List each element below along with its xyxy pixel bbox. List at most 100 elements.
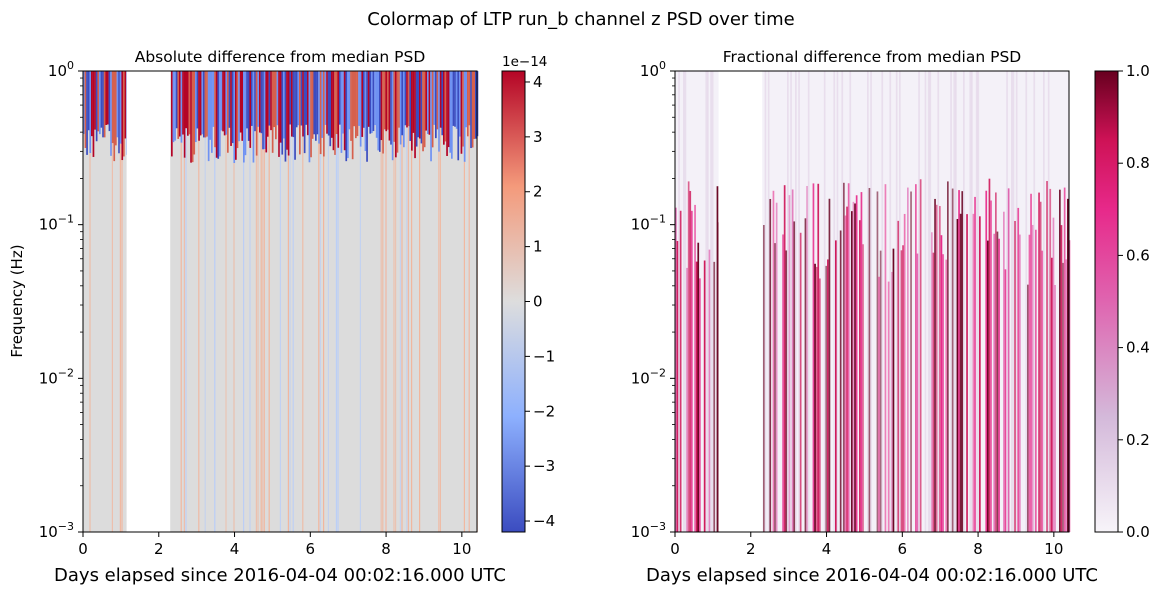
heatmap-cell xyxy=(310,71,312,158)
colorbar-tick-label: 1 xyxy=(533,238,543,256)
heatmap-cell xyxy=(1015,71,1018,532)
left-panel: Absolute difference from median PSD 0 2 4 6… xyxy=(8,48,506,586)
heatmap-cell xyxy=(694,204,696,532)
heatmap-cell xyxy=(201,71,204,135)
heatmap-cell xyxy=(100,71,103,128)
heatmap-cell xyxy=(323,156,325,532)
heatmap-cell xyxy=(995,192,997,532)
heatmap-cell xyxy=(371,71,373,134)
right-y-axis: 10−3 10−2 10−1 100 xyxy=(631,59,675,541)
heatmap-cell xyxy=(783,185,786,532)
heatmap-cell xyxy=(343,71,346,151)
heatmap-cell xyxy=(937,71,940,532)
heatmap-cell xyxy=(919,179,922,533)
heatmap-cell xyxy=(676,240,679,532)
heatmap-cell xyxy=(435,71,437,139)
heatmap-cell xyxy=(807,71,810,532)
heatmap-cell xyxy=(902,245,904,533)
heatmap-cell xyxy=(950,71,952,532)
heatmap-cell xyxy=(331,71,333,138)
heatmap-cell xyxy=(339,71,341,125)
heatmap-cell xyxy=(1007,188,1010,533)
heatmap-cell xyxy=(1033,71,1036,532)
heatmap-cell xyxy=(815,266,818,532)
heatmap-cell xyxy=(1067,198,1069,532)
heatmap-cell xyxy=(1030,193,1032,532)
x-tick-label: 10 xyxy=(452,540,471,558)
heatmap-cell xyxy=(870,71,872,532)
heatmap-cell xyxy=(940,235,943,532)
left-y-axis: 10−3 10−2 10−1 100 xyxy=(39,59,83,541)
heatmap-cell xyxy=(393,141,395,532)
heatmap-cell xyxy=(271,71,274,153)
heatmap-cell xyxy=(769,198,772,532)
heatmap-cell xyxy=(881,71,884,532)
heatmap-cell xyxy=(891,271,893,532)
heatmap-cell xyxy=(219,71,221,157)
heatmap-cell xyxy=(473,71,476,139)
heatmap-cell xyxy=(382,153,384,532)
heatmap-cell xyxy=(179,71,181,137)
heatmap-cell xyxy=(238,71,240,142)
heatmap-cell xyxy=(449,71,452,153)
heatmap-cell xyxy=(441,71,444,136)
heatmap-cell xyxy=(841,71,844,532)
heatmap-cell xyxy=(355,71,357,139)
heatmap-cell xyxy=(942,254,944,533)
heatmap-cell xyxy=(263,71,266,150)
heatmap-cell xyxy=(1059,189,1061,532)
heatmap-cell xyxy=(689,190,692,532)
heatmap-cell xyxy=(1041,250,1044,532)
heatmap-cell xyxy=(374,71,376,126)
heatmap-cell xyxy=(103,71,106,138)
heatmap-cell xyxy=(900,250,903,533)
heatmap-cell xyxy=(958,190,960,532)
heatmap-cell xyxy=(89,71,92,154)
heatmap-cell xyxy=(878,276,880,532)
heatmap-cell xyxy=(385,131,387,532)
left-y-axis-label: Frequency (Hz) xyxy=(8,244,26,357)
heatmap-cell xyxy=(833,71,836,532)
heatmap-cell xyxy=(895,71,898,532)
heatmap-cell xyxy=(953,71,956,532)
heatmap-cell xyxy=(363,71,365,128)
heatmap-cell xyxy=(340,71,343,153)
heatmap-cell xyxy=(286,71,288,150)
heatmap-cell xyxy=(931,232,933,533)
left-x-axis: 0 2 4 6 8 10 xyxy=(78,532,471,558)
heatmap-cell xyxy=(1065,259,1068,532)
heatmap-cell xyxy=(243,162,245,532)
heatmap-cell xyxy=(867,71,869,532)
heatmap-cell xyxy=(111,143,113,532)
heatmap-cell xyxy=(468,125,470,532)
heatmap-cell xyxy=(239,71,242,133)
heatmap-cell xyxy=(817,183,820,533)
heatmap-cell xyxy=(804,218,807,532)
heatmap-cell xyxy=(321,71,324,138)
heatmap-cell xyxy=(225,71,228,135)
heatmap-cell xyxy=(214,147,216,532)
heatmap-cell xyxy=(1003,211,1005,532)
heatmap-cell xyxy=(691,210,693,533)
heatmap-cell xyxy=(798,71,800,532)
heatmap-cell xyxy=(897,220,900,532)
left-colorbar-offset-label: 1e−14 xyxy=(502,54,547,70)
heatmap-cell xyxy=(395,157,397,532)
heatmap-cell xyxy=(380,71,383,141)
heatmap-cell xyxy=(819,278,821,532)
heatmap-cell xyxy=(193,71,196,155)
colorbar-tick-label: 2 xyxy=(533,183,543,201)
y-tick-label: 10−3 xyxy=(39,520,74,541)
heatmap-cell xyxy=(446,71,448,156)
heatmap-cell xyxy=(241,71,244,141)
heatmap-cell xyxy=(102,71,104,138)
heatmap-cell xyxy=(468,71,471,126)
right-x-axis-label: Days elapsed since 2016-04-04 00:02:16.0… xyxy=(646,565,1098,586)
heatmap-cell xyxy=(993,233,996,532)
heatmap-cell xyxy=(345,71,348,162)
heatmap-cell xyxy=(287,155,289,532)
heatmap-cell xyxy=(844,215,847,532)
heatmap-cell xyxy=(945,259,948,532)
heatmap-cell xyxy=(889,71,892,532)
heatmap-cell xyxy=(327,135,329,532)
